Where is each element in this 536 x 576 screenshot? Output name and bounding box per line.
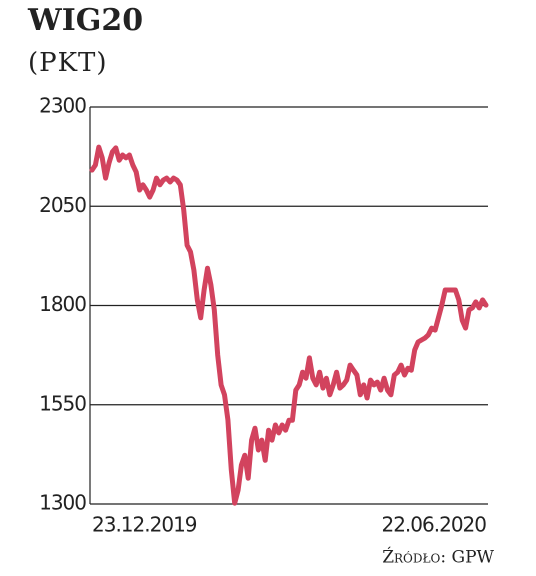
x-tick-label: 22.06.2020 [381,513,486,537]
y-tick-label: 1300 [39,491,86,515]
source: Źródło: GPW [382,547,494,568]
y-tick-label: 2300 [39,94,86,118]
line [89,144,489,506]
y-tick-label: 1550 [39,391,86,415]
y-tick-label: 1800 [39,292,86,316]
chart-subtitle: (PKT) [28,48,108,78]
x-tick-label: 23.12.2019 [92,513,197,537]
y-tick-label: 2050 [39,193,86,217]
chart-title: WIG20 [27,3,143,38]
